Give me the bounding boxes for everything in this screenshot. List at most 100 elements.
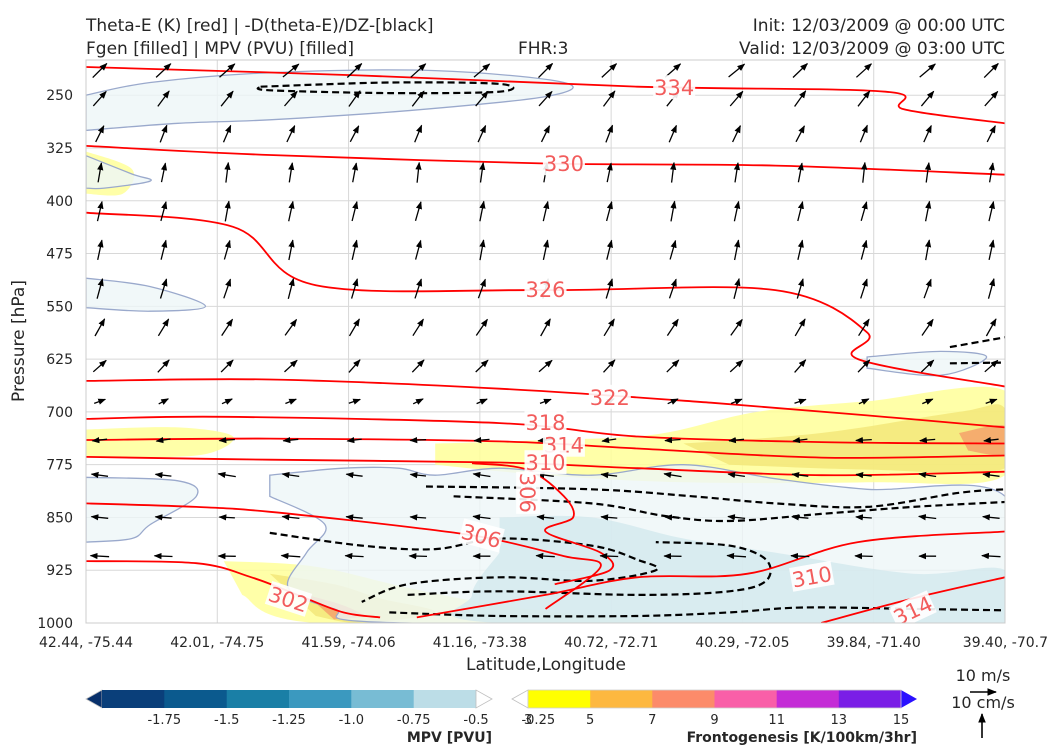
theta-e-contour-318-4 bbox=[86, 415, 1005, 445]
y-tick-label-4: 550 bbox=[46, 299, 73, 315]
wind-vector bbox=[155, 63, 172, 78]
wind-vector bbox=[351, 239, 359, 260]
wind-vector bbox=[792, 436, 808, 444]
wind-vector bbox=[791, 514, 809, 521]
mpv-colorbar-tick-1: -1.5 bbox=[214, 713, 239, 728]
dthetae-contour-1 bbox=[425, 485, 1005, 509]
wind-vector bbox=[984, 359, 999, 373]
y-tick-label-5: 625 bbox=[46, 352, 73, 368]
wind-vector bbox=[728, 436, 745, 444]
wind-vector bbox=[89, 552, 110, 560]
wind-vector bbox=[606, 162, 613, 183]
mpv-region-6 bbox=[451, 515, 1005, 623]
wind-vector bbox=[988, 200, 995, 222]
wind-vector bbox=[797, 162, 804, 183]
wind-vector bbox=[922, 398, 934, 405]
wind-vector bbox=[288, 239, 295, 261]
wind-vector bbox=[477, 124, 487, 143]
wind-vector bbox=[985, 398, 998, 405]
wind-vector bbox=[988, 239, 995, 261]
wind-vector bbox=[727, 514, 746, 521]
wind-vector bbox=[414, 124, 423, 143]
fgen-colorbar-tick-5: 13 bbox=[831, 713, 848, 728]
theta-e-contour-310-10 bbox=[416, 530, 1005, 619]
mpv-region-2 bbox=[86, 277, 207, 312]
theta-e-label-bg bbox=[542, 151, 585, 176]
y-axis-ticks: 250 325 400 475 550 625 700 775 850 925 1000 bbox=[37, 88, 73, 632]
wind-vector bbox=[90, 471, 109, 479]
wind-vector bbox=[984, 90, 999, 107]
x-axis-ticks: 42.44, -75.44 42.01, -74.75 41.59, -74.06 4… bbox=[39, 635, 1048, 651]
wind-vector bbox=[728, 63, 746, 78]
wind-vector bbox=[602, 90, 616, 107]
x-tick-label-5: 40.29, -72.05 bbox=[695, 635, 789, 651]
x-tick-label-6: 39.84, -71.40 bbox=[827, 635, 921, 651]
wind-vector bbox=[663, 471, 682, 478]
wind-vector bbox=[923, 124, 932, 143]
wind-vector bbox=[601, 436, 617, 444]
wind-vector bbox=[538, 359, 553, 373]
wind-vector bbox=[348, 359, 361, 373]
wind-vector bbox=[221, 318, 234, 336]
fgen-colorbar-bin-6 bbox=[838, 690, 902, 708]
wind-vector bbox=[538, 90, 553, 107]
wind-vector bbox=[670, 161, 677, 183]
wind-vector bbox=[536, 514, 554, 521]
wind-vector bbox=[346, 63, 363, 78]
wind-vector bbox=[475, 359, 489, 373]
theta-e-contour-302-9 bbox=[86, 560, 381, 619]
wind-vector bbox=[601, 63, 618, 78]
mpv-colorbar-tick-3: -1.0 bbox=[339, 713, 364, 728]
x-tick-label-7: 39.40, -70.7 bbox=[963, 635, 1048, 651]
wind-vector bbox=[472, 471, 491, 479]
wind-vector bbox=[664, 63, 682, 78]
quiver-key-vertical-label: 10 cm/s bbox=[951, 693, 1015, 712]
x-tick-label-4: 40.72, -72.71 bbox=[564, 635, 658, 651]
wind-vector bbox=[855, 514, 872, 521]
wind-vector bbox=[669, 239, 677, 260]
frontogenesis-colorbar-label: Frontogenesis [K/100km/3hr] bbox=[687, 730, 917, 746]
theta-e-label-text: 306 bbox=[515, 473, 539, 513]
wind-vector bbox=[792, 63, 808, 78]
theta-e-label-0: 334 bbox=[653, 75, 696, 100]
wind-vector bbox=[348, 398, 361, 405]
wind-vector bbox=[158, 398, 169, 405]
wind-vector bbox=[157, 318, 170, 337]
wind-vector bbox=[157, 359, 170, 373]
fgen-colorbar-bin-3 bbox=[652, 690, 715, 708]
mpv-colorbar-max-extension bbox=[475, 689, 493, 709]
theta-e-contour-306-8 bbox=[86, 502, 602, 610]
wind-vector bbox=[857, 359, 871, 373]
wind-vector bbox=[472, 514, 491, 521]
wind-vector bbox=[285, 398, 297, 405]
theta-e-label-text: 334 bbox=[654, 76, 694, 100]
wind-vector bbox=[155, 436, 171, 444]
wind-vector bbox=[666, 318, 679, 336]
wind-vector bbox=[345, 471, 363, 479]
wind-vector bbox=[96, 200, 104, 222]
wind-vector bbox=[797, 239, 804, 260]
fgen-colorbar-outline bbox=[527, 689, 902, 709]
wind-vector bbox=[603, 318, 615, 337]
mpv-region-0 bbox=[86, 69, 574, 132]
wind-vector bbox=[95, 125, 105, 143]
wind-vector bbox=[221, 398, 233, 405]
dthetae-contour-0 bbox=[256, 81, 515, 95]
wind-vector bbox=[224, 161, 231, 183]
mpv-colorbar-bin-1 bbox=[102, 690, 165, 708]
quiver-key-horizontal-label: 10 m/s bbox=[956, 666, 1011, 685]
wind-vector bbox=[475, 90, 489, 107]
dthetae-contour-7 bbox=[949, 361, 1005, 365]
wind-vector bbox=[92, 62, 108, 79]
title-left-1: Theta-E (K) [red] | -D(theta-E)/DZ-[blac… bbox=[85, 16, 434, 36]
wind-vector bbox=[217, 471, 236, 478]
theta-e-label-text: 310 bbox=[525, 451, 565, 475]
theta-e-label-10: 310 bbox=[789, 560, 835, 593]
wind-vector bbox=[603, 359, 616, 373]
wind-vector bbox=[794, 398, 807, 405]
mpv-colorbar-tick-6: -0.25 bbox=[521, 713, 555, 728]
wind-vector bbox=[983, 436, 999, 444]
theta-e-label-bg bbox=[588, 384, 631, 409]
theta-e-label-text: 330 bbox=[544, 152, 584, 176]
